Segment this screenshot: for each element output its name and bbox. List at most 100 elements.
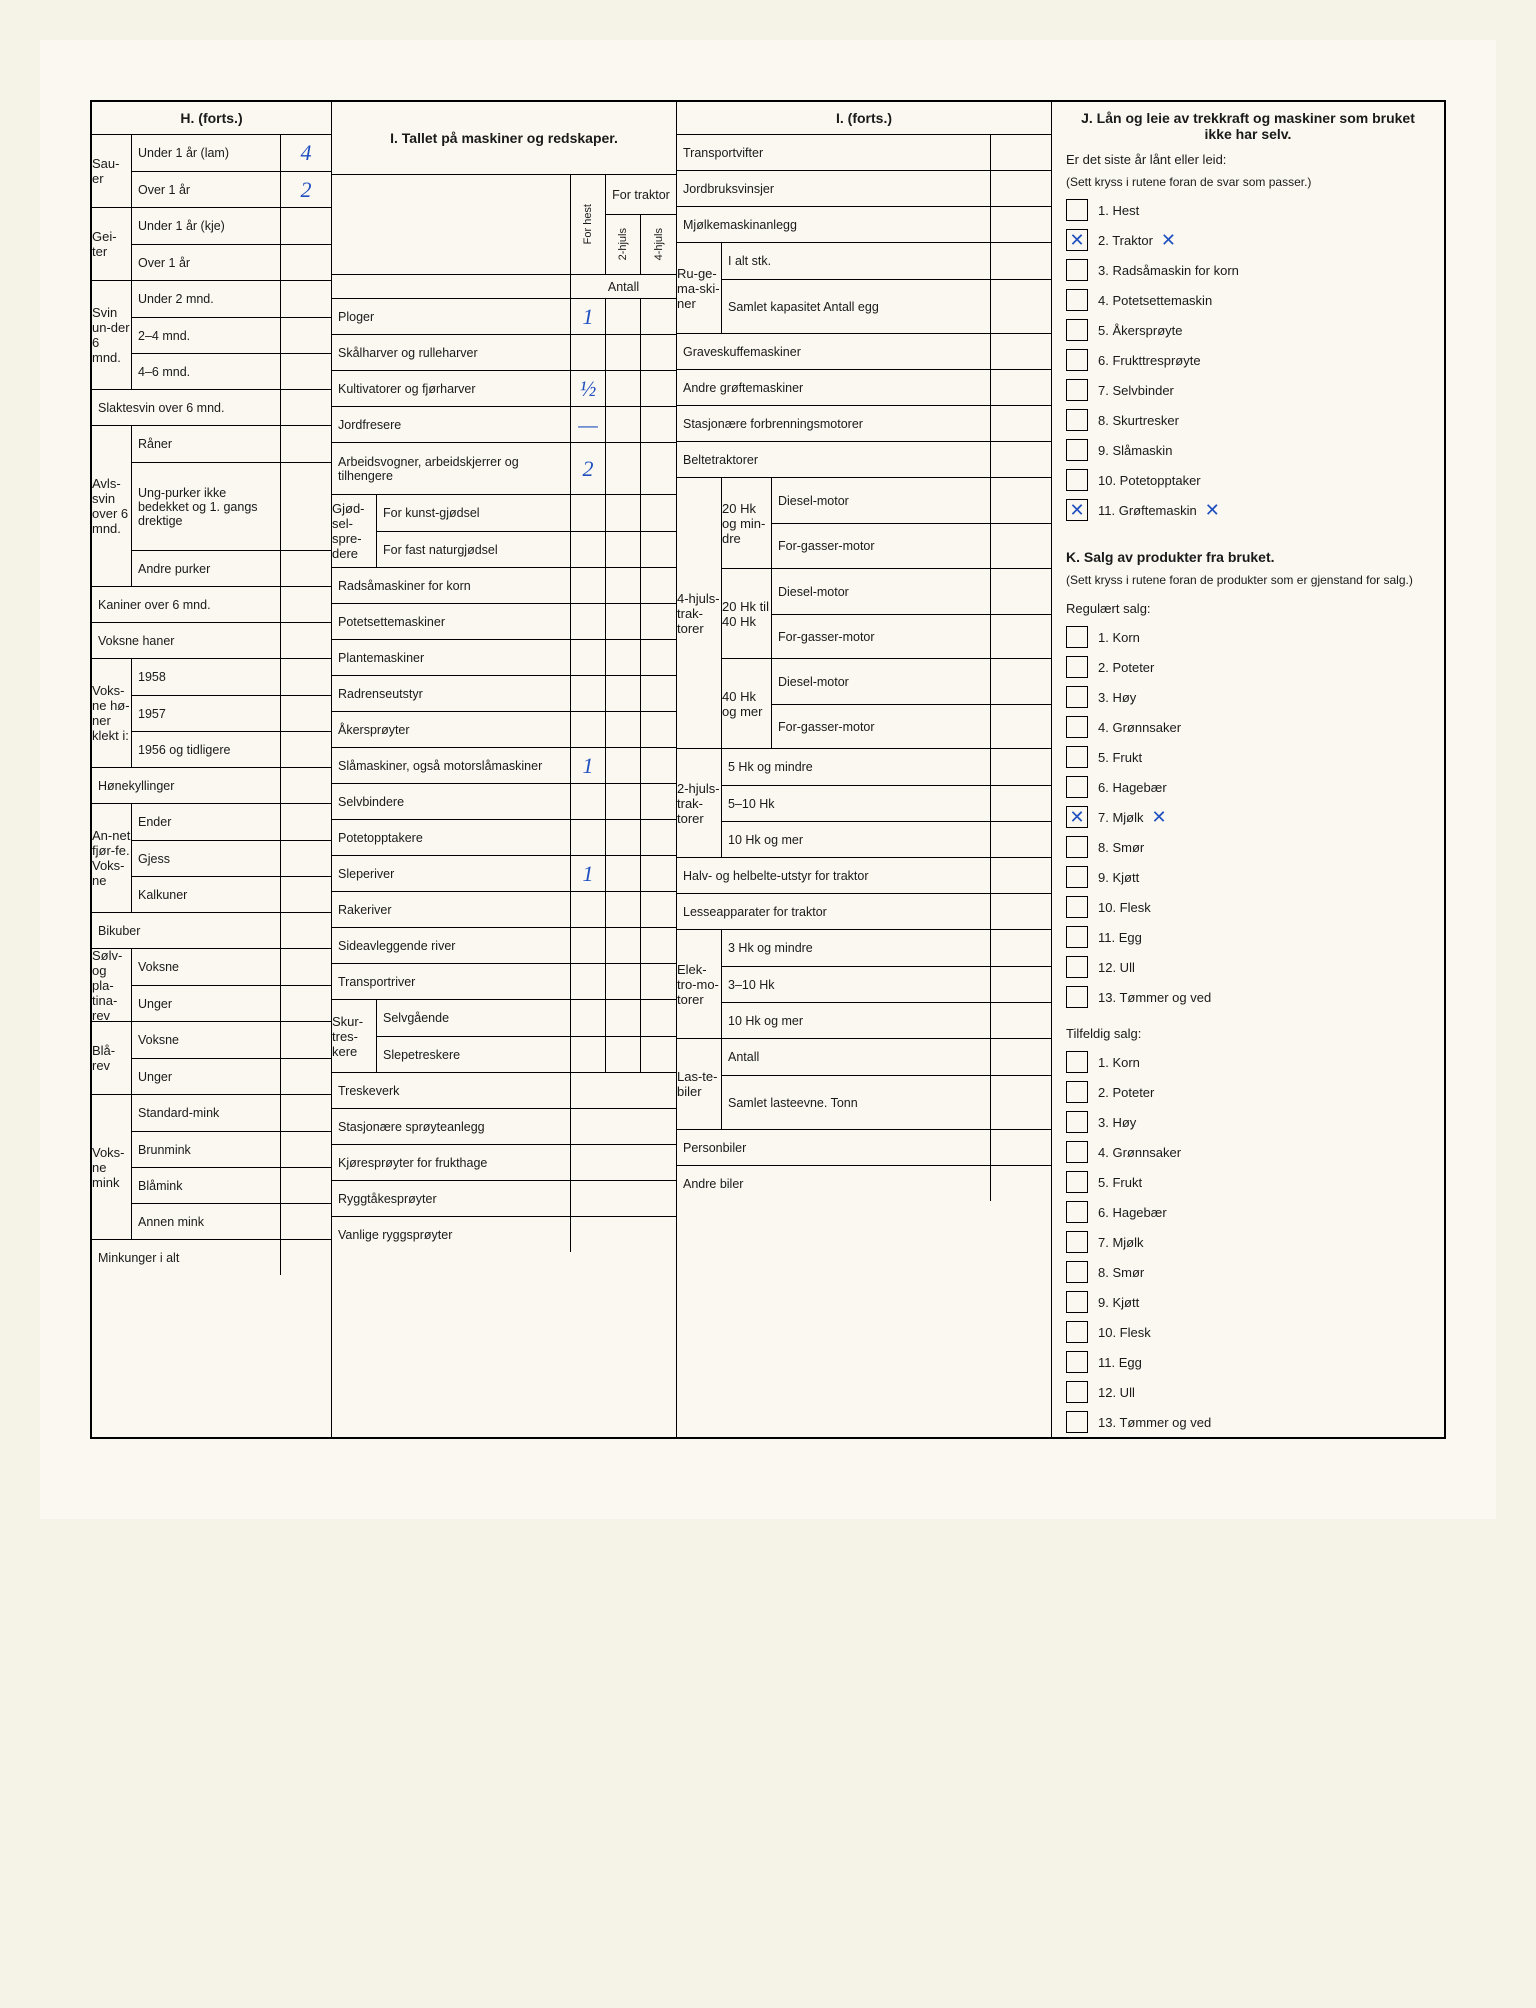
rugemaskiner-label: Ru-ge-ma-ski-ner [677, 243, 722, 333]
mink-label: Voks-ne mink [92, 1095, 132, 1239]
column-jk: J. Lån og leie av trekkraft og maskiner … [1052, 102, 1444, 1437]
checkbox-label: 5. Frukt [1098, 1175, 1142, 1190]
ploger-val[interactable]: 1 [571, 299, 606, 334]
trailing-mark: ✕ [1161, 230, 1176, 251]
checkbox-label: 5. Åkersprøyte [1098, 323, 1183, 338]
checkbox[interactable] [1066, 1141, 1088, 1163]
fjorfe-label: An-net fjør-fe. Voks-ne [92, 804, 132, 912]
k-tilfeldig-checklist: 1. Korn2. Poteter3. Høy4. Grønnsaker5. F… [1052, 1047, 1444, 1437]
checkbox[interactable] [1066, 1201, 1088, 1223]
checkbox[interactable]: ✕ [1066, 806, 1088, 828]
checkbox[interactable] [1066, 686, 1088, 708]
checkbox[interactable] [1066, 1171, 1088, 1193]
checkbox[interactable]: ✕ [1066, 499, 1088, 521]
blarev-label: Blå-rev [92, 1022, 132, 1094]
geiter-over1-val[interactable] [281, 245, 331, 280]
forgasser2: For-gasser-motor [772, 615, 991, 659]
checkbox[interactable] [1066, 259, 1088, 281]
honer-label: Voks-ne hø-ner klekt i: [92, 659, 132, 767]
row-fjorfe: An-net fjør-fe. Voks-ne Ender Gjess Kalk… [92, 803, 331, 912]
checkbox[interactable] [1066, 349, 1088, 371]
diesel3: Diesel-motor [772, 659, 991, 704]
checkbox[interactable] [1066, 469, 1088, 491]
checkbox-label: 9. Kjøtt [1098, 870, 1139, 885]
row-gjodsel: Gjød-sel-spre-dere For kunst-gjødsel For… [332, 494, 676, 567]
transportriver: Transportriver [332, 964, 571, 999]
jordbruksvinsjer: Jordbruksvinsjer [677, 171, 991, 206]
j-instruct: (Sett kryss i rutene foran de svar som p… [1052, 173, 1444, 195]
skurtreskere-label: Skur-tres-kere [332, 1000, 377, 1072]
checkbox[interactable] [1066, 409, 1088, 431]
checkbox[interactable] [1066, 1261, 1088, 1283]
kultivatorer: Kultivatorer og fjørharver [332, 371, 571, 406]
check-row: ✕11. Grøftemaskin✕ [1052, 495, 1444, 525]
checkbox[interactable] [1066, 986, 1088, 1008]
andrepurker: Andre purker [132, 551, 281, 586]
diesel2: Diesel-motor [772, 569, 991, 614]
sauer-label: Sau-er [92, 135, 132, 207]
hk40mer-label: 40 Hk og mer [722, 659, 772, 749]
geiter-kje-val[interactable] [281, 208, 331, 244]
checkbox[interactable] [1066, 1411, 1088, 1433]
checkbox[interactable] [1066, 746, 1088, 768]
checkbox-label: 10. Flesk [1098, 900, 1151, 915]
checkbox[interactable] [1066, 1381, 1088, 1403]
checkbox[interactable] [1066, 379, 1088, 401]
checkbox[interactable] [1066, 1291, 1088, 1313]
check-row: 11. Egg [1052, 922, 1444, 952]
check-row: 6. Frukttresprøyte [1052, 345, 1444, 375]
solvrev-voksne: Voksne [132, 949, 281, 985]
lam-value[interactable]: 4 [281, 135, 331, 171]
form-page: H. (forts.) Sau-er Under 1 år (lam)4 Ove… [40, 40, 1496, 1519]
checkbox-label: 4. Grønnsaker [1098, 1145, 1181, 1160]
plantemaskiner: Plantemaskiner [332, 640, 571, 675]
slamaskiner-val[interactable]: 1 [571, 748, 606, 783]
checkbox[interactable] [1066, 1111, 1088, 1133]
kaniner: Kaniner over 6 mnd. [92, 587, 281, 622]
checkbox[interactable]: ✕ [1066, 229, 1088, 251]
svin-label: Svin un-der 6 mnd. [92, 281, 132, 389]
checkbox-label: 12. Ull [1098, 960, 1135, 975]
jordfresere-val[interactable]: — [571, 407, 606, 442]
checkbox[interactable] [1066, 1081, 1088, 1103]
checkbox[interactable] [1066, 1321, 1088, 1343]
checkbox[interactable] [1066, 289, 1088, 311]
checkbox-label: 7. Selvbinder [1098, 383, 1174, 398]
checkbox[interactable] [1066, 716, 1088, 738]
row-lastebiler: Las-te-biler Antall Samlet lasteevne. To… [677, 1038, 1051, 1129]
forhest-label: For hest [582, 204, 594, 244]
checkbox-label: 10. Flesk [1098, 1325, 1151, 1340]
check-row: 8. Smør [1052, 1257, 1444, 1287]
samletkapasitet: Samlet kapasitet Antall egg [722, 280, 991, 333]
checkbox[interactable] [1066, 199, 1088, 221]
checkbox-label: 13. Tømmer og ved [1098, 990, 1211, 1005]
row-solvrev: Sølv- og pla-tina-rev Voksne Unger [92, 948, 331, 1021]
check-row: 5. Åkersprøyte [1052, 315, 1444, 345]
checkbox[interactable] [1066, 926, 1088, 948]
check-row: 6. Hagebær [1052, 1197, 1444, 1227]
sleperiver-val[interactable]: 1 [571, 856, 606, 891]
checkbox[interactable] [1066, 319, 1088, 341]
checkbox-label: 7. Mjølk [1098, 810, 1144, 825]
checkbox[interactable] [1066, 896, 1088, 918]
elektro-hk10mer: 10 Hk og mer [722, 1003, 991, 1038]
over1-value[interactable]: 2 [281, 172, 331, 207]
checkbox[interactable] [1066, 956, 1088, 978]
kultivatorer-val[interactable]: ½ [571, 371, 606, 406]
arbeidsvogner-val[interactable]: 2 [571, 443, 606, 494]
checkbox[interactable] [1066, 1051, 1088, 1073]
samletlasteevne: Samlet lasteevne. Tonn [722, 1076, 991, 1129]
column-i2: I. (forts.) Transportvifter Jordbruksvin… [677, 102, 1052, 1437]
checkbox[interactable] [1066, 626, 1088, 648]
blamink: Blåmink [132, 1168, 281, 1203]
checkbox[interactable] [1066, 1351, 1088, 1373]
checkbox[interactable] [1066, 656, 1088, 678]
check-row: 2. Poteter [1052, 1077, 1444, 1107]
checkbox[interactable] [1066, 1231, 1088, 1253]
hjuls4trak-label: 4-hjuls-trak-torer [677, 478, 722, 748]
checkbox[interactable] [1066, 866, 1088, 888]
j-intro: Er det siste år lånt eller leid: [1052, 150, 1444, 173]
checkbox[interactable] [1066, 836, 1088, 858]
checkbox[interactable] [1066, 776, 1088, 798]
checkbox[interactable] [1066, 439, 1088, 461]
